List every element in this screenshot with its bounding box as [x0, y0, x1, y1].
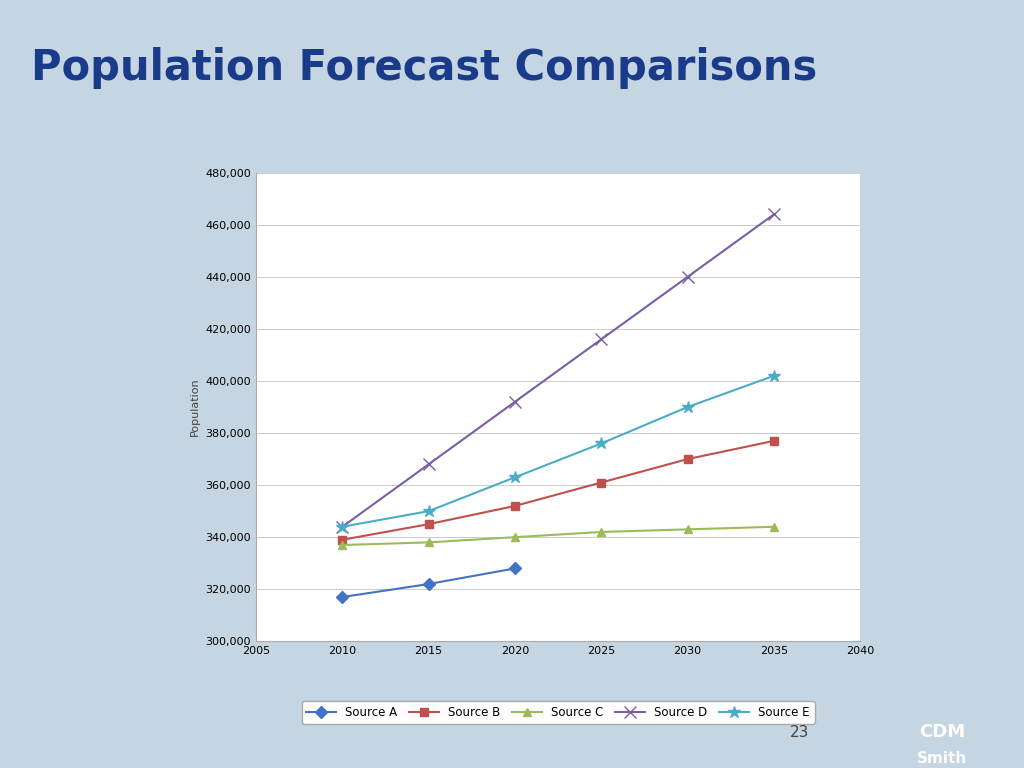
Source B — [595, 478, 607, 487]
Source E — [595, 439, 607, 448]
Source D — [595, 335, 607, 344]
Source C — [423, 538, 435, 547]
Source C — [595, 528, 607, 537]
Text: Population Forecast Comparisons: Population Forecast Comparisons — [31, 47, 817, 89]
Source A — [423, 579, 435, 588]
Source B — [768, 436, 780, 445]
Source E — [509, 473, 521, 482]
Source E — [423, 507, 435, 516]
Source C — [336, 541, 348, 550]
Source D — [423, 460, 435, 469]
Source B — [423, 519, 435, 528]
Source A — [509, 564, 521, 573]
Source B — [681, 455, 693, 464]
Line: Source B: Source B — [338, 437, 778, 544]
Y-axis label: Population: Population — [189, 378, 200, 436]
Source D — [768, 210, 780, 219]
Source C — [768, 522, 780, 531]
Source A — [336, 592, 348, 601]
Legend: Source A, Source B, Source C, Source D, Source E: Source A, Source B, Source C, Source D, … — [302, 701, 814, 723]
Line: Source E: Source E — [336, 369, 780, 533]
Text: CDM: CDM — [919, 723, 966, 741]
Source D — [681, 273, 693, 282]
Line: Source C: Source C — [338, 522, 778, 549]
Source B — [509, 502, 521, 511]
Source E — [768, 371, 780, 380]
Text: 23: 23 — [791, 724, 810, 740]
Source E — [336, 522, 348, 531]
Line: Source D: Source D — [337, 209, 779, 532]
Source C — [509, 532, 521, 541]
Source C — [681, 525, 693, 534]
Source D — [336, 522, 348, 531]
Source E — [681, 402, 693, 412]
Source D — [509, 397, 521, 406]
Text: Smith: Smith — [916, 750, 968, 766]
Line: Source A: Source A — [338, 564, 519, 601]
Source B — [336, 535, 348, 545]
